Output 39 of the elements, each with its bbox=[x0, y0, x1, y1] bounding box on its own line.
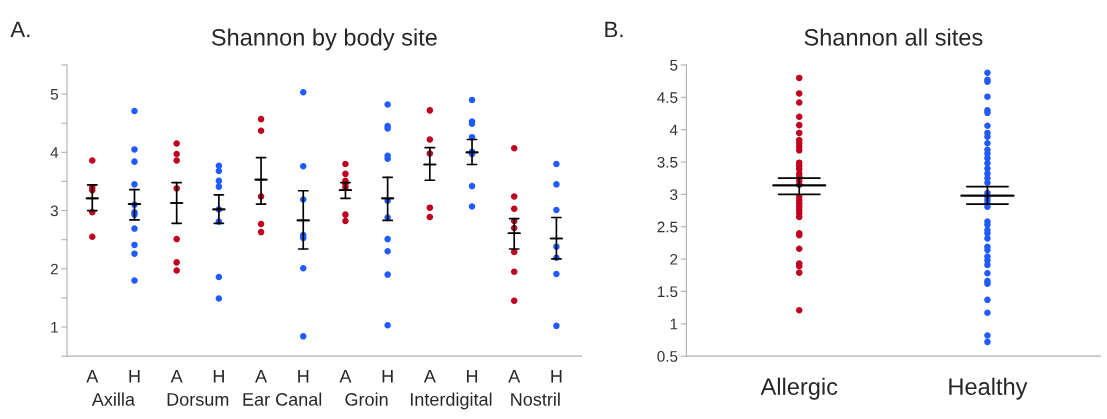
x-tick-label: H bbox=[551, 370, 562, 383]
text: Ear Canal bbox=[243, 392, 322, 406]
x-tick-label: A bbox=[86, 370, 99, 383]
y-tick-label: 3 bbox=[50, 205, 58, 217]
text: Nostril bbox=[511, 392, 560, 406]
x-tick-label: Healthy bbox=[949, 377, 1028, 400]
text: A. bbox=[10, 21, 30, 38]
y-tick-label: 1 bbox=[51, 322, 58, 333]
y-tick-label: 2 bbox=[670, 253, 678, 265]
chart-title: Shannon all sites bbox=[804, 28, 983, 46]
y-tick-label: 4 bbox=[669, 124, 678, 136]
y-tick-label: 4.5 bbox=[657, 92, 678, 103]
x-tick-label: A bbox=[508, 370, 521, 383]
x-tick-label: A bbox=[423, 370, 436, 383]
y-tick-label: 1.5 bbox=[657, 286, 678, 298]
text: Interdigital bbox=[410, 392, 492, 410]
text: Axilla bbox=[91, 392, 135, 406]
y-tick-label: 2.5 bbox=[657, 221, 678, 233]
x-tick-label: H bbox=[382, 370, 393, 383]
chart-title: Shannon by body site bbox=[211, 28, 437, 51]
x-tick-label: H bbox=[213, 370, 224, 383]
text: B. bbox=[605, 21, 623, 38]
y-tick-label: 0.5 bbox=[657, 351, 678, 362]
x-tick-label: A bbox=[255, 370, 268, 383]
x-tick-label: A bbox=[339, 370, 352, 383]
x-tick-label: H bbox=[129, 370, 140, 383]
text: Groin bbox=[345, 392, 388, 406]
y-tick-label: 5 bbox=[670, 59, 678, 71]
y-tick-label: 3 bbox=[670, 189, 678, 201]
y-tick-label: 1 bbox=[670, 318, 678, 330]
x-tick-label: Allergic bbox=[760, 377, 838, 400]
x-tick-label: H bbox=[466, 370, 478, 383]
y-tick-label: 3.5 bbox=[657, 156, 678, 168]
y-tick-label: 2 bbox=[50, 263, 58, 275]
y-tick-label: 4 bbox=[50, 147, 59, 158]
x-tick-label: A bbox=[170, 370, 183, 383]
y-tick-label: 5 bbox=[50, 89, 58, 100]
x-tick-label: H bbox=[298, 370, 309, 383]
text: Dorsum bbox=[167, 393, 229, 406]
